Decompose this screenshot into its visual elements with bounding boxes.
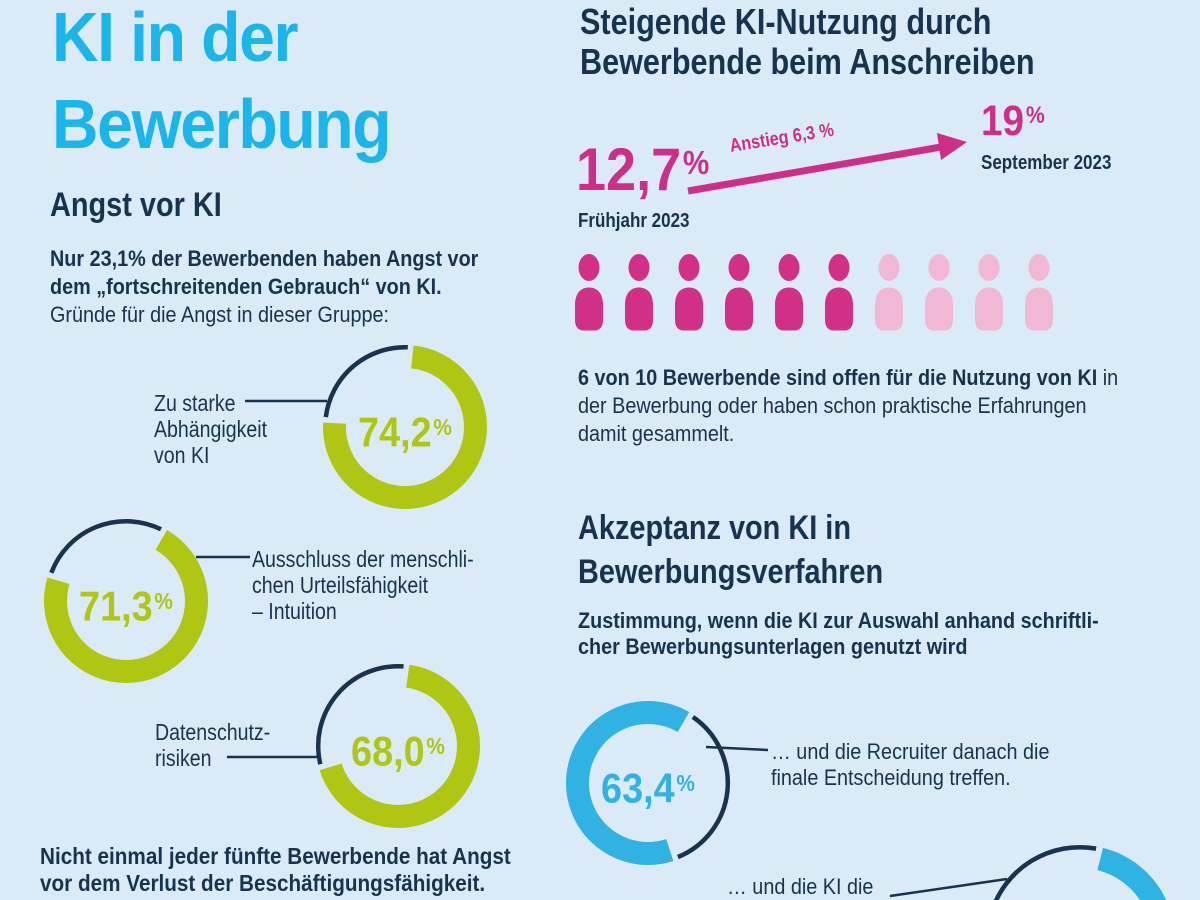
label-line: von KI [154, 442, 210, 468]
footer-line: vor dem Verlust der Beschäftigungsfähigk… [40, 870, 486, 896]
donut-value-recruiter: 63,4% [572, 753, 725, 819]
percent-sign: % [1025, 103, 1045, 130]
fear-intro: Nur 23,1% der Bewerbenden haben Angst vo… [50, 245, 478, 329]
donut-label-ki-entscheidung: … und die KI die [727, 874, 873, 900]
stat-from-label: Frühjahr 2023 [578, 210, 690, 232]
heading-line: Bewerbungsverfahren [578, 553, 884, 591]
percent-sign: % [682, 143, 710, 181]
subtitle-line: cher Bewerbungsunterlagen genutzt wird [578, 634, 968, 659]
page-title-line: Bewerbung [52, 85, 392, 163]
percent-sign: % [433, 414, 452, 440]
donut-chart-ring [316, 663, 480, 828]
fear-intro-bold-line: dem „fortschreitenden Gebrauch“ von KI. [50, 274, 442, 299]
person-icon [775, 254, 803, 331]
donut-chart-ring [993, 844, 1167, 900]
caption-text: der Bewerbung oder haben schon praktisch… [578, 393, 1087, 418]
stat-number: 12,7 [576, 136, 682, 203]
acceptance-subtitle: Zustimmung, wenn die KI zur Auswahl anha… [578, 608, 1099, 660]
label-line: chen Urteilsfähigkeit [252, 572, 429, 598]
stat-to-label: September 2023 [981, 152, 1112, 174]
donut-chart-ring [566, 701, 731, 865]
pictogram-applicants [572, 254, 1056, 331]
label-line: … und die Recruiter danach die [771, 739, 1050, 764]
fear-footer: Nicht einmal jeder fünfte Bewerbende hat… [40, 843, 511, 897]
percent-sign: % [154, 588, 173, 614]
stat-number: 19 [981, 97, 1025, 145]
percent-sign: % [676, 770, 695, 796]
caption-text: in [1097, 365, 1119, 390]
label-line: Abhängigkeit [154, 416, 268, 442]
donut-value-datenschutz: 68,0% [322, 716, 475, 782]
person-icon [725, 254, 753, 331]
donut-value-number: 68,0 [351, 727, 425, 775]
person-icon [925, 254, 953, 331]
fear-intro-bold-line: Nur 23,1% der Bewerbenden haben Angst vo… [50, 246, 479, 271]
donut-label-datenschutz: Datenschutz- risiken [155, 719, 270, 771]
percent-sign: % [426, 733, 445, 759]
label-line: Datenschutz- [155, 719, 271, 745]
donut-value-number: 74,2 [358, 408, 432, 456]
stat-from-value: 12,7% [576, 140, 709, 200]
trend-arrow-head [937, 133, 967, 160]
label-line: Zu starke [154, 390, 236, 416]
caption-text: damit gesammelt. [578, 421, 735, 446]
label-line: Ausschluss der menschli- [252, 546, 474, 572]
caption-bold: 6 von 10 Bewerbende sind offen für die N… [578, 365, 1098, 390]
donut-label-recruiter: … und die Recruiter danach die finale En… [771, 739, 1049, 791]
donut-value-urteilsfaehigkeit: 71,3% [50, 571, 203, 637]
donut-chart-ring [44, 518, 208, 683]
donut-label-urteilsfaehigkeit: Ausschluss der menschli- chen Urteilsfäh… [252, 546, 474, 624]
connector-line [705, 745, 769, 752]
heading-line: Akzeptanz von KI in [578, 509, 851, 547]
person-icon [625, 254, 653, 331]
person-icon [825, 254, 853, 331]
heading-line: Bewerbende beim Anschreiben [580, 41, 1035, 82]
donut-value-abhaengigkeit: 74,2% [329, 397, 482, 463]
connector-line [889, 877, 1008, 898]
pictogram-caption: 6 von 10 Bewerbende sind offen für die N… [578, 364, 1118, 448]
label-line: risiken [155, 745, 212, 771]
donut-value-number: 71,3 [79, 582, 153, 630]
fear-intro-note: Gründe für die Angst in dieser Gruppe: [50, 302, 390, 327]
heading-line: Steigende KI-Nutzung durch [580, 1, 992, 42]
section-heading-angst-vor-ki: Angst vor KI [50, 186, 222, 224]
label-line: finale Entscheidung treffen. [771, 765, 1011, 790]
page-title-line: KI in der [52, 0, 299, 76]
person-icon [575, 254, 603, 331]
page-title: KI in der Bewerbung [52, 0, 392, 168]
section-heading-akzeptanz: Akzeptanz von KI in Bewerbungsverfahren [578, 506, 883, 594]
section-heading-ki-nutzung: Steigende KI-Nutzung durch Bewerbende be… [580, 2, 1035, 82]
subtitle-line: Zustimmung, wenn die KI zur Auswahl anha… [578, 608, 1099, 633]
label-line: … und die KI die [727, 874, 874, 899]
stat-to-value: 19% [981, 100, 1045, 143]
person-icon [975, 254, 1003, 331]
label-line: – Intuition [252, 598, 337, 624]
donut-chart-ring [323, 344, 487, 509]
person-icon [1025, 254, 1053, 331]
footer-line: Nicht einmal jeder fünfte Bewerbende hat… [40, 843, 511, 869]
person-icon [675, 254, 703, 331]
donut-label-abhaengigkeit: Zu starke Abhängigkeit von KI [154, 390, 267, 468]
person-icon [875, 254, 903, 331]
trend-arrow-shaft [687, 143, 942, 195]
donut-value-number: 63,4 [601, 764, 675, 812]
